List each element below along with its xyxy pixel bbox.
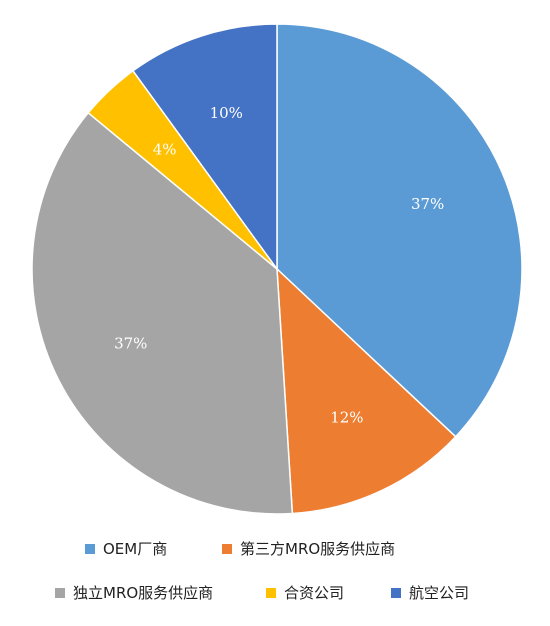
legend-swatch-joint-venture: [266, 587, 276, 598]
pie-slice-independent: [31, 111, 294, 515]
data-label-airline: 10%: [210, 104, 243, 122]
legend-row-2: 独立MRO服务供应商 合资公司 航空公司: [0, 582, 550, 606]
legend-item-independent: 独立MRO服务供应商: [55, 582, 213, 603]
data-label-third-party: 12%: [330, 409, 363, 427]
data-label-oem: 37%: [411, 195, 444, 213]
pie-slice-third-party: [276, 267, 457, 515]
data-label-joint-venture: 4%: [153, 140, 177, 158]
legend-item-oem: OEM厂商: [85, 538, 167, 559]
legend-swatch-independent: [55, 587, 65, 598]
legend-label-joint-venture: 合资公司: [284, 584, 345, 602]
legend-label-oem: OEM厂商: [103, 540, 168, 558]
data-label-independent: 37%: [114, 335, 147, 353]
legend-item-joint-venture: 合资公司: [266, 582, 344, 603]
legend-swatch-airline: [391, 587, 401, 598]
pie-slice-oem: [276, 23, 523, 438]
legend-label-third-party: 第三方MRO服务供应商: [240, 540, 396, 558]
legend-label-airline: 航空公司: [409, 584, 470, 602]
pie-slice-airline: [131, 23, 278, 272]
legend-item-third-party: 第三方MRO服务供应商: [222, 538, 395, 559]
legend-label-independent: 独立MRO服务供应商: [73, 584, 214, 602]
legend-swatch-third-party: [222, 543, 232, 554]
legend-row-1: OEM厂商 第三方MRO服务供应商: [0, 538, 550, 562]
legend-swatch-oem: [85, 543, 95, 554]
legend-item-airline: 航空公司: [391, 582, 469, 603]
